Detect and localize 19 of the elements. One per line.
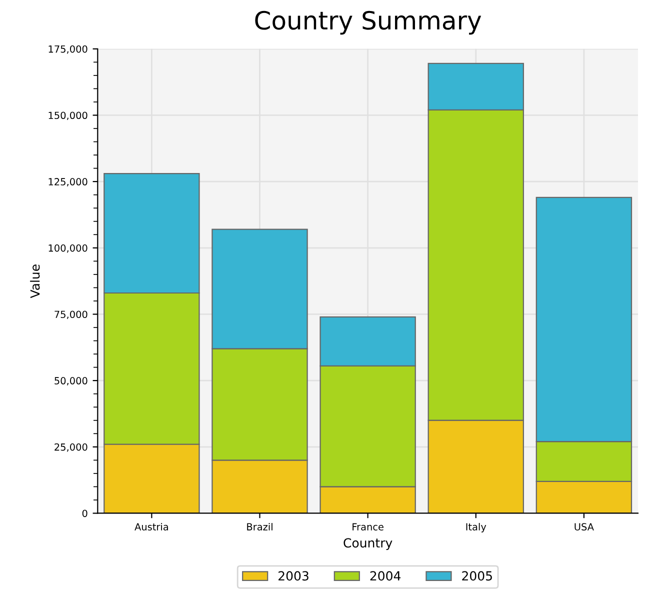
x-axis-title: Country xyxy=(344,538,392,550)
y-tick-label: 150,000 xyxy=(48,112,88,120)
legend-label: 2004 xyxy=(370,571,401,581)
legend-label: 2003 xyxy=(278,571,308,581)
legend-label: 2005 xyxy=(462,571,492,581)
y-tick-label: 175,000 xyxy=(48,45,88,54)
y-tick-label: 0 xyxy=(82,510,88,518)
y-tick-label: 50,000 xyxy=(54,377,88,386)
x-tick-label: USA xyxy=(574,523,594,530)
y-tick-label: 75,000 xyxy=(54,310,88,320)
y-axis-title: Value xyxy=(30,264,40,298)
y-tick-label: 100,000 xyxy=(48,244,88,253)
x-tick-label: Austria xyxy=(134,522,168,530)
chart-title: Country Summary xyxy=(255,10,482,35)
y-tick-label: 125,000 xyxy=(48,178,88,186)
y-tick-label: 25,000 xyxy=(54,443,88,452)
x-tick-label: Italy xyxy=(466,522,486,532)
x-tick-label: Brazil xyxy=(247,522,272,530)
x-tick-label: France xyxy=(352,523,384,530)
